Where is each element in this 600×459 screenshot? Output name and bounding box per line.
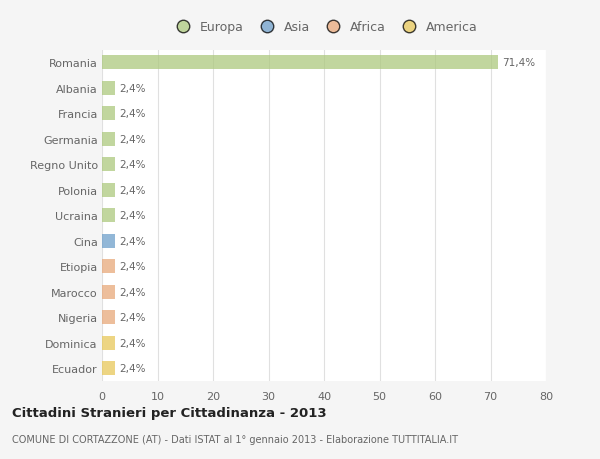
Bar — [102, 209, 115, 223]
Bar — [102, 107, 115, 121]
Text: 2,4%: 2,4% — [119, 338, 146, 348]
Bar — [102, 260, 115, 274]
Text: 2,4%: 2,4% — [119, 134, 146, 145]
Text: 2,4%: 2,4% — [119, 262, 146, 272]
Text: Cittadini Stranieri per Cittadinanza - 2013: Cittadini Stranieri per Cittadinanza - 2… — [12, 406, 326, 419]
Bar — [102, 82, 115, 95]
Text: 2,4%: 2,4% — [119, 236, 146, 246]
Bar — [102, 336, 115, 350]
Text: 2,4%: 2,4% — [119, 84, 146, 94]
Bar — [102, 56, 498, 70]
Bar — [102, 183, 115, 197]
Text: 2,4%: 2,4% — [119, 287, 146, 297]
Text: 2,4%: 2,4% — [119, 313, 146, 322]
Text: 71,4%: 71,4% — [502, 58, 535, 68]
Bar — [102, 285, 115, 299]
Text: COMUNE DI CORTAZZONE (AT) - Dati ISTAT al 1° gennaio 2013 - Elaborazione TUTTITA: COMUNE DI CORTAZZONE (AT) - Dati ISTAT a… — [12, 434, 458, 444]
Text: 2,4%: 2,4% — [119, 160, 146, 170]
Bar — [102, 133, 115, 146]
Bar — [102, 361, 115, 375]
Bar — [102, 158, 115, 172]
Text: 2,4%: 2,4% — [119, 211, 146, 221]
Text: 2,4%: 2,4% — [119, 109, 146, 119]
Text: 2,4%: 2,4% — [119, 185, 146, 195]
Bar — [102, 234, 115, 248]
Bar — [102, 310, 115, 325]
Legend: Europa, Asia, Africa, America: Europa, Asia, Africa, America — [166, 17, 482, 38]
Text: 2,4%: 2,4% — [119, 363, 146, 373]
